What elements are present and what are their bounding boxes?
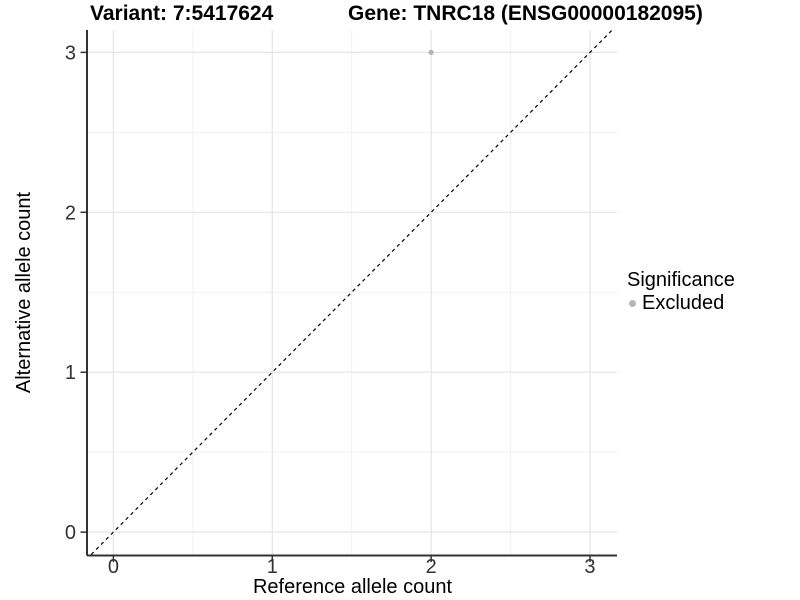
legend-title: Significance — [627, 269, 735, 291]
x-tick-label: 3 — [584, 556, 595, 578]
legend: Significance Excluded — [627, 269, 735, 315]
x-axis-title: Reference allele count — [252, 576, 452, 598]
legend-entry-label: Excluded — [642, 292, 725, 314]
plot-title-gene: Gene: TNRC18 (ENSG00000182095) — [348, 2, 703, 25]
y-tick-label: 3 — [65, 42, 76, 64]
plot-title-variant: Variant: 7:5417624 — [90, 2, 274, 25]
x-tick-label: 0 — [108, 556, 119, 578]
y-tick-label: 0 — [65, 522, 76, 544]
y-axis-title: Alternative allele count — [13, 191, 36, 393]
x-tick-label: 2 — [426, 556, 437, 578]
legend-point-icon — [629, 300, 636, 307]
data-point — [428, 49, 434, 55]
y-tick-label: 1 — [65, 362, 76, 384]
identity-reference-line — [90, 29, 613, 555]
y-tick-label: 2 — [65, 202, 76, 224]
x-tick-label: 1 — [267, 556, 278, 578]
legend-entry-excluded: Excluded — [627, 292, 735, 315]
